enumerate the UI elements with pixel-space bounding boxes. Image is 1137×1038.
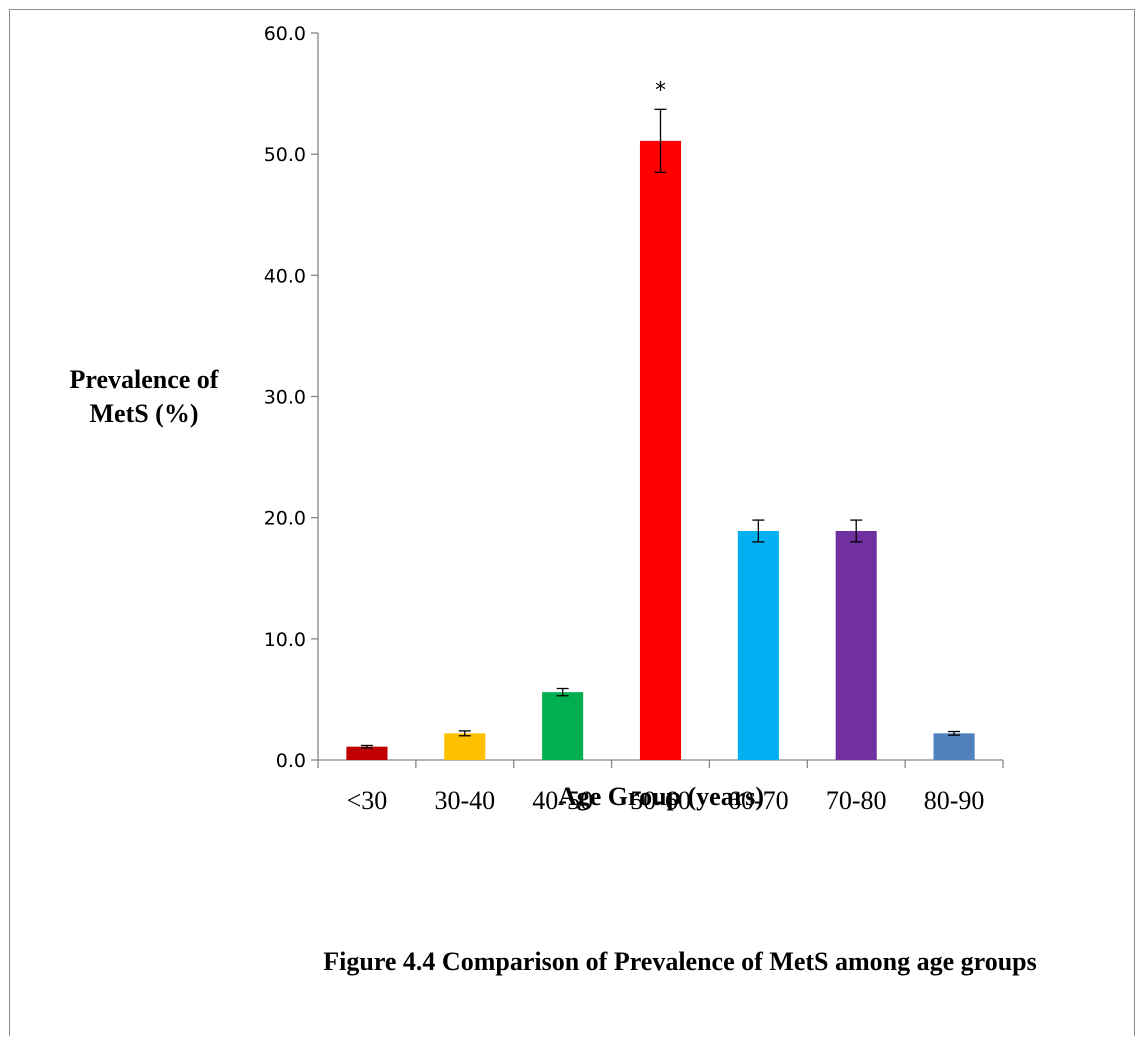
bar — [444, 733, 486, 760]
x-tick-label: 80-90 — [924, 786, 985, 815]
annotations: * — [655, 78, 666, 103]
bar — [737, 530, 779, 760]
bar — [346, 746, 388, 760]
bar — [933, 733, 975, 760]
y-tick-label: 40.0 — [264, 265, 306, 287]
y-tick-label: 0.0 — [276, 750, 306, 772]
bar — [542, 692, 584, 760]
y-axis: 0.0 10.0 20.0 30.0 40.0 50.0 60.0 — [264, 23, 319, 772]
y-tick-label: 10.0 — [264, 629, 306, 651]
x-tick-label: <30 — [347, 786, 388, 815]
bar — [835, 530, 877, 760]
bar — [639, 140, 682, 761]
error-bars — [360, 108, 961, 749]
y-axis-title-line2: MetS (%) — [89, 399, 198, 428]
x-axis: <30 30-40 40-50 50-60 60-70 70-80 80-90 — [317, 759, 1004, 815]
x-tick-label: 60-70 — [728, 786, 789, 815]
y-tick-label: 30.0 — [264, 387, 306, 409]
significance-asterisk: * — [655, 78, 666, 103]
y-tick-label: 50.0 — [264, 144, 306, 166]
y-tick-label: 20.0 — [264, 508, 306, 530]
y-axis-title-line1: Prevalence of — [70, 365, 219, 394]
figure-frame — [9, 9, 1135, 1036]
x-tick-label: 30-40 — [434, 786, 495, 815]
x-tick-label: 70-80 — [826, 786, 887, 815]
x-axis-title: Age Group (years) — [558, 782, 764, 811]
bars — [346, 140, 975, 761]
y-tick-label: 60.0 — [264, 23, 306, 45]
x-tick-label: 50-60 — [630, 786, 691, 815]
figure-caption: Figure 4.4 Comparison of Prevalence of M… — [323, 947, 1037, 976]
x-tick-label: 40-50 — [532, 786, 593, 815]
